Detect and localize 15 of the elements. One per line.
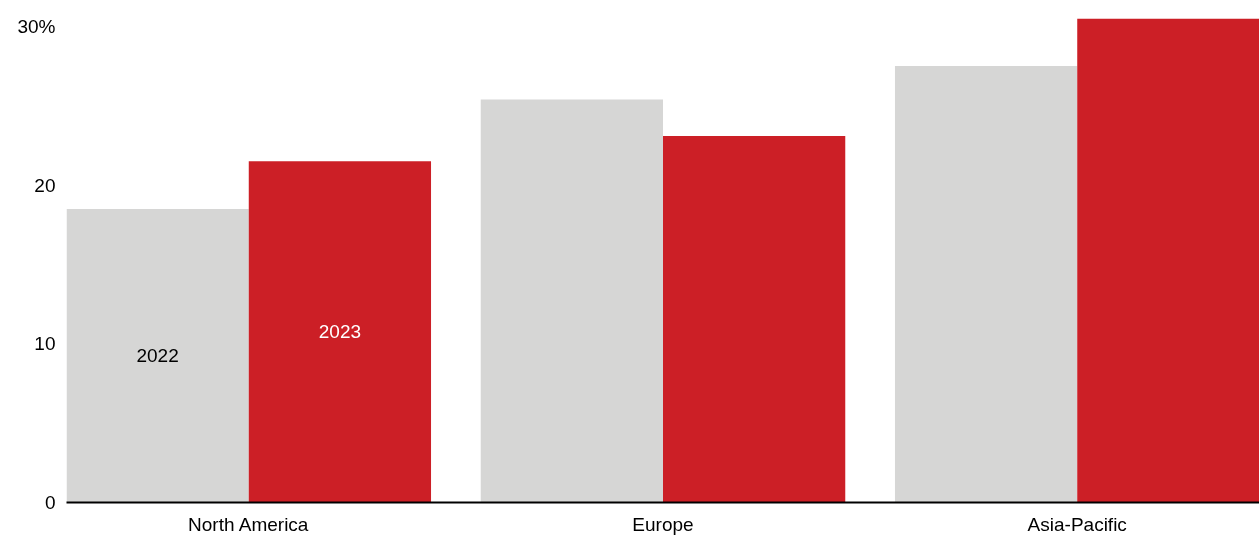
y-tick-label: 30% — [17, 15, 56, 37]
x-tick-label: Europe — [632, 513, 694, 535]
bar — [248, 161, 432, 503]
series-label: 2022 — [136, 345, 179, 367]
x-tick-label: North America — [188, 513, 309, 535]
bar — [663, 135, 846, 503]
bar — [66, 208, 249, 503]
y-tick-label: 0 — [44, 492, 56, 513]
x-tick-label: Asia-Pacific — [1027, 513, 1127, 535]
bar — [480, 99, 663, 503]
series-label: 2023 — [318, 321, 362, 343]
y-tick-label: 10 — [34, 333, 56, 355]
bar — [894, 66, 1078, 503]
y-tick-label: 20 — [34, 174, 56, 196]
bar — [1077, 18, 1259, 503]
